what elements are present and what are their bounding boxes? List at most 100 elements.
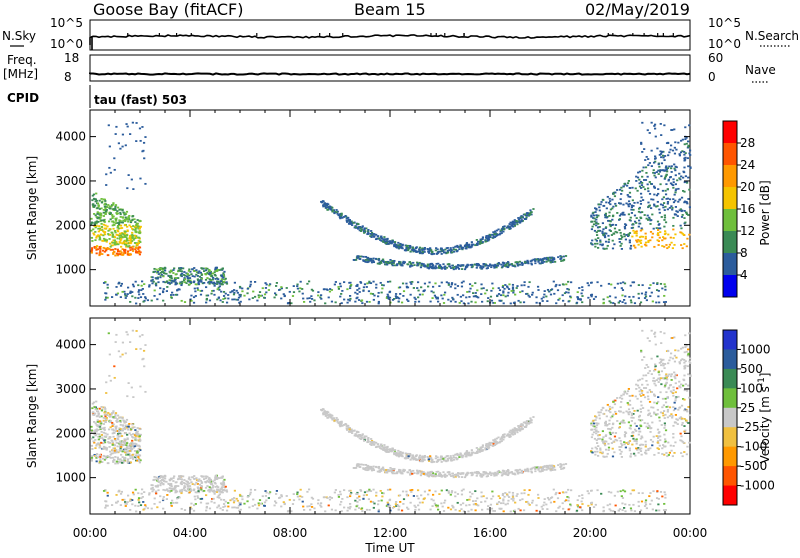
velocity-cell bbox=[523, 492, 525, 494]
velocity-cell bbox=[370, 438, 372, 440]
power-cell bbox=[354, 292, 356, 294]
velocity-cell bbox=[111, 504, 113, 506]
velocity-cell bbox=[182, 475, 184, 477]
power-cell bbox=[275, 285, 277, 287]
power-cell bbox=[205, 286, 207, 288]
velocity-cell bbox=[451, 505, 453, 507]
velocity-cell bbox=[135, 435, 137, 437]
power-cell bbox=[682, 177, 684, 179]
power-cell bbox=[179, 283, 181, 285]
power-cell bbox=[227, 294, 229, 296]
power-cell bbox=[139, 227, 141, 229]
power-cell bbox=[527, 262, 529, 264]
velocity-cell bbox=[106, 414, 108, 416]
power-cell bbox=[675, 206, 677, 208]
power-cell bbox=[487, 240, 489, 242]
power-cell bbox=[640, 230, 642, 232]
power-cell bbox=[131, 295, 133, 297]
velocity-cell bbox=[602, 510, 604, 512]
power-cell bbox=[395, 246, 397, 248]
power-cell bbox=[138, 289, 140, 291]
power-cell bbox=[652, 233, 654, 235]
velocity-cell bbox=[514, 431, 516, 433]
power-cell bbox=[609, 295, 611, 297]
power-cell bbox=[591, 282, 593, 284]
power-cell bbox=[349, 295, 351, 297]
power-cell bbox=[512, 222, 514, 224]
velocity-cell bbox=[346, 496, 348, 498]
power-cell bbox=[381, 284, 383, 286]
power-cell bbox=[638, 223, 640, 225]
power-cell bbox=[476, 267, 478, 269]
velocity-cell bbox=[190, 481, 192, 483]
power-cell bbox=[156, 298, 158, 300]
power-cell bbox=[414, 301, 416, 303]
velocity-cell bbox=[325, 415, 327, 417]
power-cell bbox=[358, 288, 360, 290]
power-cell bbox=[433, 267, 435, 269]
power-cell bbox=[676, 179, 678, 181]
power-cell bbox=[630, 299, 632, 301]
power-cell bbox=[502, 292, 504, 294]
power-cell bbox=[431, 267, 433, 269]
velocity-cell bbox=[617, 491, 619, 493]
velocity-cell bbox=[223, 499, 225, 501]
power-cell bbox=[217, 269, 219, 271]
power-cell bbox=[426, 265, 428, 267]
power-cell bbox=[640, 187, 642, 189]
power-cell bbox=[140, 140, 142, 142]
velocity-cell bbox=[179, 491, 181, 493]
power-cell bbox=[90, 230, 92, 232]
power-cell bbox=[421, 249, 423, 251]
velocity-cell bbox=[378, 500, 380, 502]
power-cell bbox=[640, 196, 642, 198]
freq-line bbox=[90, 73, 690, 74]
power-cell bbox=[391, 260, 393, 262]
power-cell bbox=[625, 234, 627, 236]
power-cell bbox=[501, 232, 503, 234]
velocity-cell bbox=[96, 460, 98, 462]
velocity-cell bbox=[657, 503, 659, 505]
velocity-cell bbox=[135, 458, 137, 460]
velocity-cell bbox=[276, 490, 278, 492]
power-cell bbox=[684, 126, 686, 128]
power-cell bbox=[660, 169, 662, 171]
power-cell bbox=[645, 296, 647, 298]
power-cell bbox=[299, 287, 301, 289]
velocity-cell bbox=[399, 501, 401, 503]
velocity-cell bbox=[405, 455, 407, 457]
power-cell bbox=[651, 165, 653, 167]
velocity-cell bbox=[346, 510, 348, 512]
power-cell bbox=[674, 147, 676, 149]
velocity-cell bbox=[551, 496, 553, 498]
velocity-cell bbox=[443, 510, 445, 512]
colorbar-tick-label: 4 bbox=[740, 268, 748, 282]
colorbar-tick-label: 8 bbox=[740, 246, 748, 260]
power-cell bbox=[664, 214, 666, 216]
power-cell bbox=[119, 235, 121, 237]
velocity-cell bbox=[162, 476, 164, 478]
power-cell bbox=[200, 281, 202, 283]
power-cell bbox=[511, 263, 513, 265]
power-cell bbox=[523, 284, 525, 286]
power-cell bbox=[587, 282, 589, 284]
velocity-cell bbox=[117, 491, 119, 493]
power-cell bbox=[213, 282, 215, 284]
power-cell bbox=[599, 241, 601, 243]
nsearch-tick-top: 10^5 bbox=[708, 16, 741, 30]
power-cell bbox=[124, 295, 126, 297]
velocity-cell bbox=[105, 381, 107, 383]
power-cell bbox=[184, 275, 186, 277]
velocity-cell bbox=[175, 485, 177, 487]
velocity-cell bbox=[208, 481, 210, 483]
power-cell bbox=[252, 297, 254, 299]
power-cell bbox=[119, 242, 121, 244]
velocity-cell bbox=[265, 495, 267, 497]
power-cell bbox=[125, 231, 127, 233]
power-cell bbox=[326, 204, 328, 206]
power-cell bbox=[122, 134, 124, 136]
power-cell bbox=[363, 286, 365, 288]
velocity-cell bbox=[562, 508, 564, 510]
power-cell bbox=[681, 197, 683, 199]
power-cell bbox=[661, 216, 663, 218]
